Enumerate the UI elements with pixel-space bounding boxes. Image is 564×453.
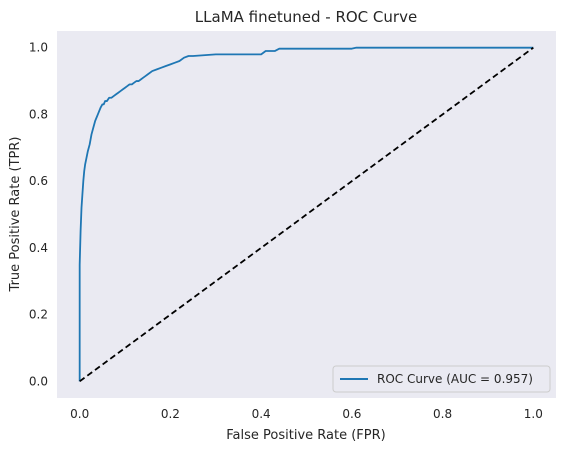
- legend: ROC Curve (AUC = 0.957): [332, 365, 551, 393]
- y-axis-label: True Positive Rate (TPR): [8, 137, 23, 293]
- y-tick-label: 1.0: [29, 41, 48, 55]
- random-classifier-diagonal-line: [79, 46, 534, 383]
- legend-roc-label: ROC Curve (AUC = 0.957): [377, 372, 533, 386]
- series-layer: [78, 46, 534, 383]
- y-tick-label: 0.6: [29, 174, 48, 188]
- y-tick-label: 0.8: [29, 107, 48, 121]
- y-tick-label: 0.4: [29, 241, 48, 255]
- y-tick-label: 0.2: [29, 308, 48, 322]
- x-tick-label: 0.0: [70, 407, 89, 421]
- x-tick-label: 0.8: [433, 407, 452, 421]
- x-tick-label: 1.0: [524, 407, 543, 421]
- y-tick-labels: 0.0 0.2 0.4 0.6 0.8 1.0: [29, 41, 48, 389]
- x-tick-labels: 0.0 0.2 0.4 0.6 0.8 1.0: [70, 407, 543, 421]
- x-tick-label: 0.4: [252, 407, 271, 421]
- legend-box: [332, 365, 551, 393]
- x-tick-label: 0.2: [161, 407, 180, 421]
- chart-title: LLaMA finetuned - ROC Curve: [195, 8, 417, 26]
- x-tick-label: 0.6: [342, 407, 361, 421]
- x-axis-label: False Positive Rate (FPR): [226, 428, 385, 443]
- roc-curve-line: [78, 46, 534, 382]
- y-tick-label: 0.0: [29, 374, 48, 388]
